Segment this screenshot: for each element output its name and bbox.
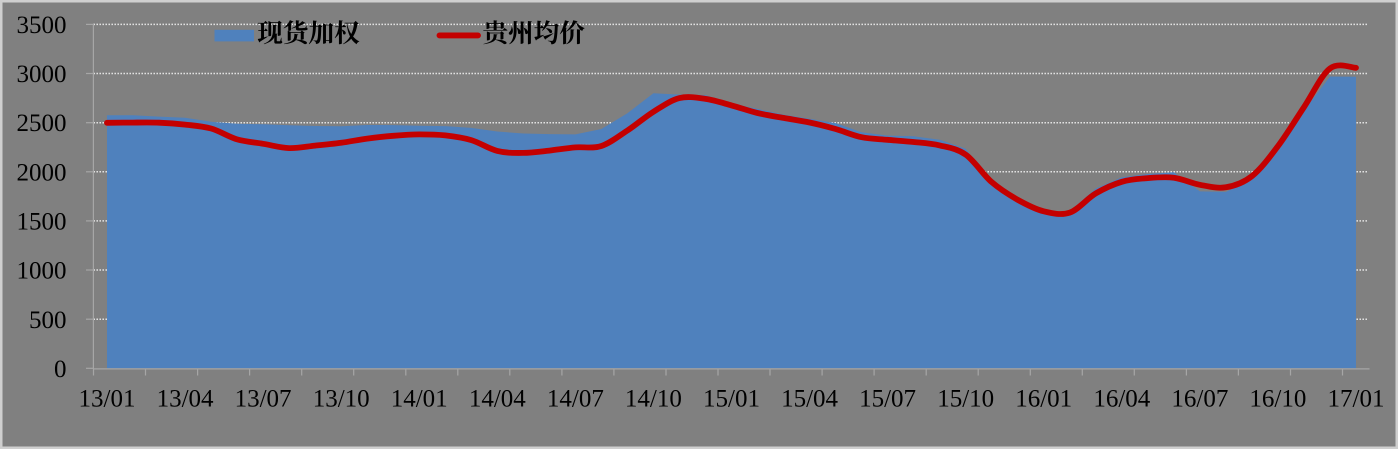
svg-text:0: 0 xyxy=(54,356,67,383)
svg-text:13/07: 13/07 xyxy=(235,386,292,413)
svg-text:3000: 3000 xyxy=(17,61,67,88)
svg-text:13/04: 13/04 xyxy=(157,386,214,413)
svg-text:13/10: 13/10 xyxy=(313,386,370,413)
svg-text:14/04: 14/04 xyxy=(469,386,526,413)
svg-text:15/10: 15/10 xyxy=(937,386,994,413)
svg-text:14/07: 14/07 xyxy=(547,386,604,413)
svg-text:3500: 3500 xyxy=(17,12,67,39)
svg-text:16/10: 16/10 xyxy=(1249,386,1306,413)
svg-text:16/04: 16/04 xyxy=(1093,386,1150,413)
svg-text:1000: 1000 xyxy=(17,258,67,285)
svg-text:13/01: 13/01 xyxy=(79,386,136,413)
svg-text:15/04: 15/04 xyxy=(781,386,838,413)
svg-text:17/01: 17/01 xyxy=(1328,386,1385,413)
svg-text:15/07: 15/07 xyxy=(859,386,916,413)
svg-text:16/01: 16/01 xyxy=(1015,386,1072,413)
svg-text:14/10: 14/10 xyxy=(625,386,682,413)
svg-text:16/07: 16/07 xyxy=(1171,386,1228,413)
svg-text:15/01: 15/01 xyxy=(703,386,760,413)
svg-text:500: 500 xyxy=(29,307,67,334)
svg-text:14/01: 14/01 xyxy=(391,386,448,413)
svg-text:1500: 1500 xyxy=(17,209,67,236)
svg-text:2000: 2000 xyxy=(17,159,67,186)
svg-text:2500: 2500 xyxy=(17,110,67,137)
